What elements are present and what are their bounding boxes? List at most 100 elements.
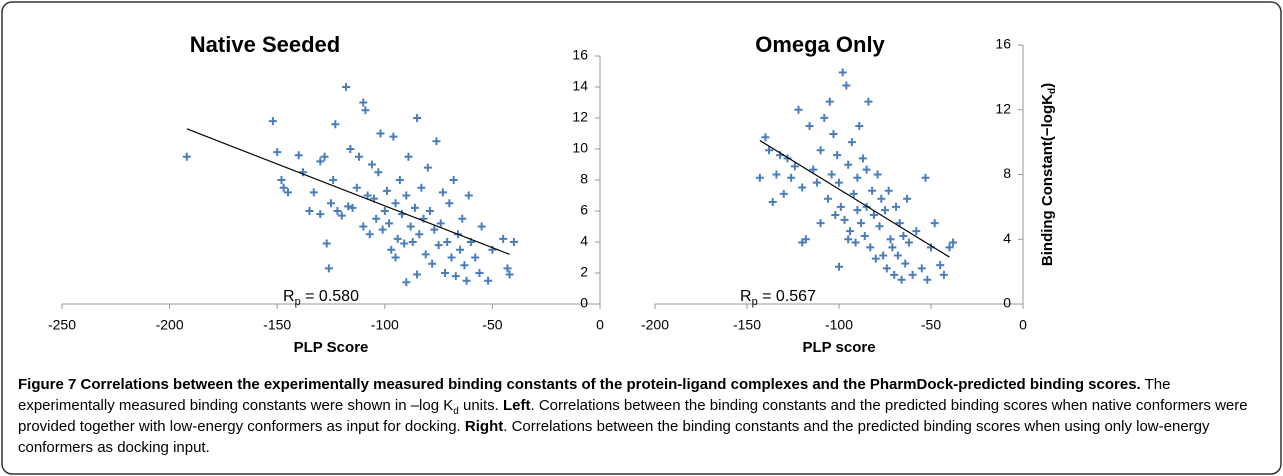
point xyxy=(327,199,335,208)
point xyxy=(400,239,409,248)
point xyxy=(949,238,958,247)
point xyxy=(783,154,792,163)
point xyxy=(816,219,825,228)
point xyxy=(443,238,452,246)
point xyxy=(908,270,917,279)
point xyxy=(305,207,314,215)
point xyxy=(329,176,338,184)
point xyxy=(391,199,400,208)
point xyxy=(471,253,480,262)
point xyxy=(858,154,867,163)
point xyxy=(484,276,493,285)
point xyxy=(829,130,838,139)
point xyxy=(862,165,871,174)
annotation-subscript: p xyxy=(752,296,758,308)
point xyxy=(816,146,825,155)
point xyxy=(320,152,329,161)
point xyxy=(333,207,342,215)
point xyxy=(352,183,361,192)
point xyxy=(917,264,926,273)
x-axis-label: PLP score xyxy=(802,339,875,356)
point xyxy=(860,232,869,241)
point xyxy=(901,259,910,268)
point xyxy=(842,81,851,90)
point xyxy=(324,264,333,273)
point xyxy=(354,152,363,161)
point xyxy=(408,238,417,246)
y-axis-label: Binding Constant(−logKd) xyxy=(1039,83,1058,266)
point xyxy=(365,230,374,239)
point xyxy=(827,170,836,179)
point xyxy=(348,203,357,212)
annotation: Rp = 0.567 xyxy=(740,288,816,308)
point xyxy=(413,270,422,279)
point xyxy=(884,186,893,195)
x-tick-label: -200 xyxy=(156,317,184,333)
y-tick-label: 2 xyxy=(580,264,588,280)
point xyxy=(277,176,286,184)
point xyxy=(904,238,913,247)
y-tick-label: 10 xyxy=(572,140,588,156)
point xyxy=(877,194,886,203)
point xyxy=(879,251,888,260)
y-tick-label: 16 xyxy=(995,36,1011,52)
point xyxy=(415,230,424,239)
point xyxy=(421,250,430,259)
x-tick-label: -50 xyxy=(482,317,502,333)
point xyxy=(449,176,458,184)
caption-segment: . Correlations between the binding const… xyxy=(18,397,1248,435)
point xyxy=(844,235,853,244)
annotation: Rp = 0.580 xyxy=(283,288,359,308)
y-tick-label: 12 xyxy=(995,100,1011,116)
point xyxy=(451,272,460,281)
point xyxy=(897,275,906,284)
point xyxy=(779,189,788,198)
point xyxy=(428,259,437,268)
point xyxy=(447,253,456,262)
point xyxy=(376,129,385,138)
point xyxy=(864,97,873,106)
point xyxy=(851,238,860,247)
point xyxy=(438,188,447,197)
point xyxy=(912,227,921,236)
x-tick-label: -100 xyxy=(825,317,853,333)
y-tick-label: 16 xyxy=(572,47,588,63)
point xyxy=(836,202,845,211)
point xyxy=(477,222,486,231)
point xyxy=(853,173,862,182)
point xyxy=(923,275,932,284)
point xyxy=(761,133,770,142)
point xyxy=(765,146,774,155)
point xyxy=(893,251,902,260)
point xyxy=(835,178,843,187)
annotation-subscript: p xyxy=(295,296,301,308)
point xyxy=(873,170,882,179)
point xyxy=(387,245,396,254)
point xyxy=(361,106,370,115)
point xyxy=(316,210,325,219)
point xyxy=(798,238,807,247)
x-tick-label: -150 xyxy=(263,317,291,333)
caption-segment: Right xyxy=(464,418,504,435)
point xyxy=(888,243,897,252)
caption-segment: The experimentally measured binding cons… xyxy=(18,376,1171,414)
point xyxy=(936,261,945,270)
point xyxy=(404,152,413,161)
point xyxy=(423,163,432,172)
point xyxy=(869,210,878,219)
x-tick-label: 0 xyxy=(596,317,604,333)
y-tick-label: 8 xyxy=(580,171,588,187)
caption-segment: units. xyxy=(458,397,503,414)
trendline xyxy=(759,139,950,258)
point xyxy=(374,168,383,177)
annotation-rest: = 0.567 xyxy=(758,288,816,305)
point xyxy=(359,98,368,107)
annotation-text: R xyxy=(283,288,295,305)
y-axis-label-text: Binding Constant(−logK xyxy=(1039,94,1056,266)
point xyxy=(505,270,514,279)
point xyxy=(772,170,781,179)
point xyxy=(299,168,308,177)
point xyxy=(475,269,484,277)
point xyxy=(895,219,904,228)
